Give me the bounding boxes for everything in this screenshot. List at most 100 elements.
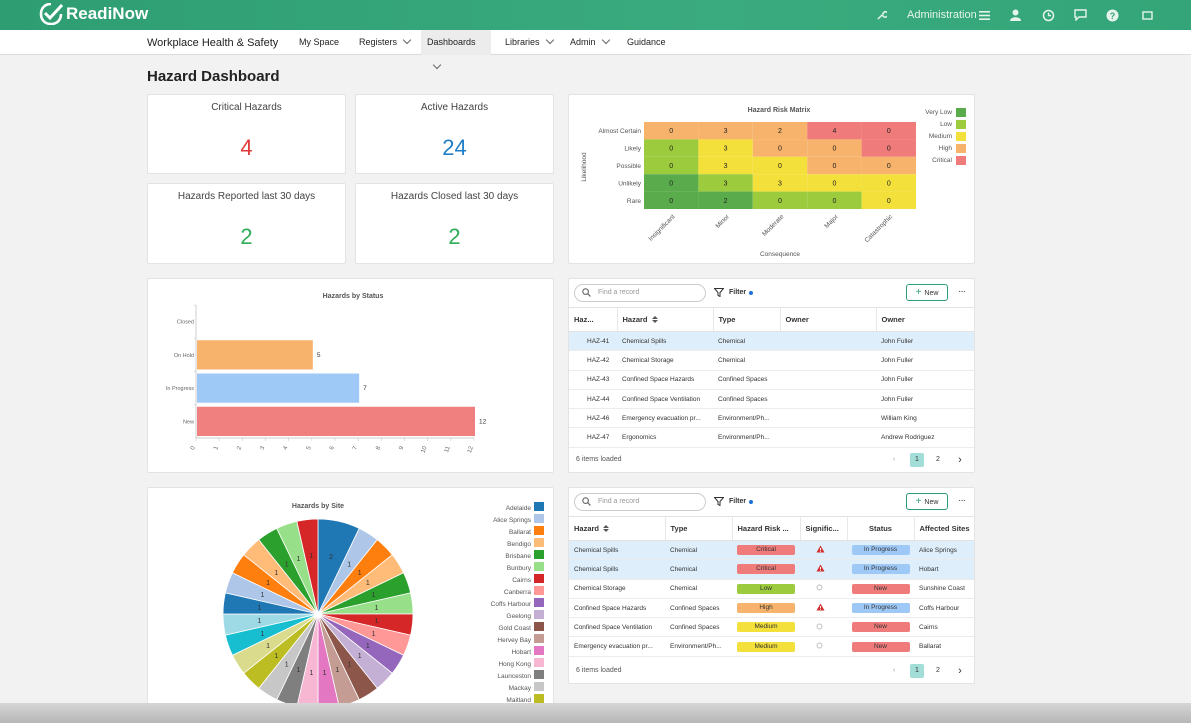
column-header[interactable]: Type xyxy=(713,307,781,332)
user-icon[interactable] xyxy=(1008,8,1022,22)
prev-page-icon[interactable]: ‹ xyxy=(892,456,896,463)
nav-my-space[interactable]: My Space xyxy=(293,30,345,55)
readinow-logo[interactable]: ReadiNow xyxy=(39,3,148,25)
page-2-button[interactable]: 2 xyxy=(936,667,940,674)
table-row[interactable]: HAZ-46 Emergency evacuation pr... Environm… xyxy=(569,408,974,429)
legend-swatch[interactable] xyxy=(534,622,544,631)
kpi-card-critical[interactable]: Critical Hazards 4 xyxy=(147,94,346,174)
legend-swatch[interactable] xyxy=(534,526,544,535)
legend-swatch[interactable] xyxy=(534,562,544,571)
pie-slice[interactable] xyxy=(296,518,319,615)
fullscreen-icon[interactable] xyxy=(1140,8,1154,22)
table-row[interactable]: HAZ-47 Ergonomics Environment/Ph... Andrew … xyxy=(569,427,974,448)
kpi-card-active[interactable]: Active Hazards 24 xyxy=(355,94,554,174)
table-row[interactable]: HAZ-41 Chemical Spills Chemical John Fuller xyxy=(569,331,974,352)
search-input[interactable]: Find a record xyxy=(574,284,706,302)
table-row[interactable]: Chemical Spills Chemical Critical In Progre… xyxy=(569,540,974,561)
legend-swatch[interactable] xyxy=(534,538,544,547)
administration-link[interactable]: Administration xyxy=(907,9,977,21)
matrix-cell[interactable] xyxy=(807,122,862,140)
matrix-cell[interactable] xyxy=(807,139,862,157)
new-button[interactable]: + New xyxy=(906,493,948,510)
legend-swatch[interactable] xyxy=(534,610,544,619)
legend-swatch[interactable] xyxy=(534,598,544,607)
legend-item[interactable]: High xyxy=(939,144,966,153)
kpi-card-reported[interactable]: Hazards Reported last 30 days 2 xyxy=(147,183,346,264)
prev-page-icon[interactable]: ‹ xyxy=(892,667,896,674)
history-icon[interactable] xyxy=(1041,8,1055,22)
bar[interactable] xyxy=(197,406,475,437)
kpi-card-closed[interactable]: Hazards Closed last 30 days 2 xyxy=(355,183,554,264)
column-header[interactable]: Hazard xyxy=(617,307,714,332)
help-icon[interactable]: ? xyxy=(1105,8,1119,22)
pie-slice[interactable] xyxy=(317,613,340,706)
filter-button[interactable]: Filter xyxy=(714,497,754,506)
legend-swatch[interactable] xyxy=(534,694,544,703)
matrix-cell[interactable] xyxy=(644,174,699,192)
matrix-cell[interactable] xyxy=(807,191,862,209)
more-options-button[interactable]: ··· xyxy=(958,286,966,297)
legend-swatch[interactable] xyxy=(534,514,544,523)
legend-swatch[interactable] xyxy=(534,634,544,643)
column-header[interactable]: Owner xyxy=(780,307,877,332)
matrix-cell[interactable] xyxy=(644,156,699,175)
page-1-button[interactable]: 1 xyxy=(910,453,924,467)
nav-guidance[interactable]: Guidance xyxy=(621,30,672,55)
next-page-icon[interactable]: › xyxy=(958,454,962,466)
chat-icon[interactable] xyxy=(1073,8,1087,22)
sort-icon[interactable] xyxy=(651,316,658,323)
legend-item[interactable]: Low xyxy=(940,120,966,129)
table-row[interactable]: Chemical Spills Chemical Critical In Progre… xyxy=(569,559,974,580)
table-row[interactable]: Confined Space Hazards Confined Spaces Hig… xyxy=(569,598,974,619)
bar[interactable] xyxy=(197,340,313,370)
legend-item[interactable]: Very Low xyxy=(925,108,966,117)
column-header[interactable]: Hazard xyxy=(569,516,666,541)
matrix-cell[interactable] xyxy=(861,122,916,140)
next-page-icon[interactable]: › xyxy=(958,665,962,677)
legend-item[interactable]: Critical xyxy=(932,156,966,165)
more-options-button[interactable]: ··· xyxy=(958,495,966,506)
table-row[interactable]: HAZ-44 Confined Space Ventilation Confined… xyxy=(569,389,974,410)
filter-button[interactable]: Filter xyxy=(714,288,754,297)
matrix-cell[interactable] xyxy=(861,156,916,175)
column-header[interactable]: Owner xyxy=(876,307,974,332)
legend-swatch[interactable] xyxy=(534,658,544,667)
table-row[interactable]: Emergency evacuation pr... Environment/Ph… xyxy=(569,636,974,657)
matrix-cell[interactable] xyxy=(807,174,862,192)
legend-swatch[interactable] xyxy=(534,574,544,583)
nav-libraries[interactable]: Libraries xyxy=(499,30,559,55)
bar[interactable] xyxy=(197,373,360,403)
table-row[interactable]: Confined Space Ventilation Confined Space… xyxy=(569,617,974,638)
nav-dashboards[interactable]: Dashboards xyxy=(421,30,491,70)
matrix-cell[interactable] xyxy=(807,156,862,175)
matrix-cell[interactable] xyxy=(644,122,699,140)
legend-swatch[interactable] xyxy=(534,550,544,559)
nav-admin[interactable]: Admin xyxy=(564,30,615,55)
sort-icon[interactable] xyxy=(603,525,610,532)
legend-swatch[interactable] xyxy=(534,586,544,595)
matrix-cell[interactable] xyxy=(752,139,808,157)
app-title[interactable]: Workplace Health & Safety xyxy=(147,37,279,49)
column-header[interactable]: Haz... xyxy=(569,307,618,332)
legend-swatch[interactable] xyxy=(534,670,544,679)
column-header[interactable]: Affected Sites xyxy=(914,516,974,541)
legend-swatch[interactable] xyxy=(534,646,544,655)
new-button[interactable]: + New xyxy=(906,284,948,301)
matrix-cell[interactable] xyxy=(698,156,753,175)
matrix-cell[interactable] xyxy=(752,174,808,192)
matrix-cell[interactable] xyxy=(752,191,808,209)
page-2-button[interactable]: 2 xyxy=(936,456,940,463)
matrix-cell[interactable] xyxy=(861,174,916,192)
matrix-cell[interactable] xyxy=(752,122,808,140)
legend-swatch[interactable] xyxy=(534,502,544,511)
matrix-cell[interactable] xyxy=(698,122,753,140)
matrix-cell[interactable] xyxy=(644,139,699,157)
table-row[interactable]: HAZ-43 Confined Space Hazards Confined Spa… xyxy=(569,370,974,390)
column-header[interactable]: Type xyxy=(665,516,733,541)
table-row[interactable]: Chemical Storage Chemical Low New Sunshine C… xyxy=(569,579,974,599)
page-1-button[interactable]: 1 xyxy=(910,664,924,678)
wrench-icon[interactable] xyxy=(874,8,888,22)
matrix-cell[interactable] xyxy=(752,156,808,175)
legend-swatch[interactable] xyxy=(534,682,544,691)
matrix-cell[interactable] xyxy=(698,139,753,157)
